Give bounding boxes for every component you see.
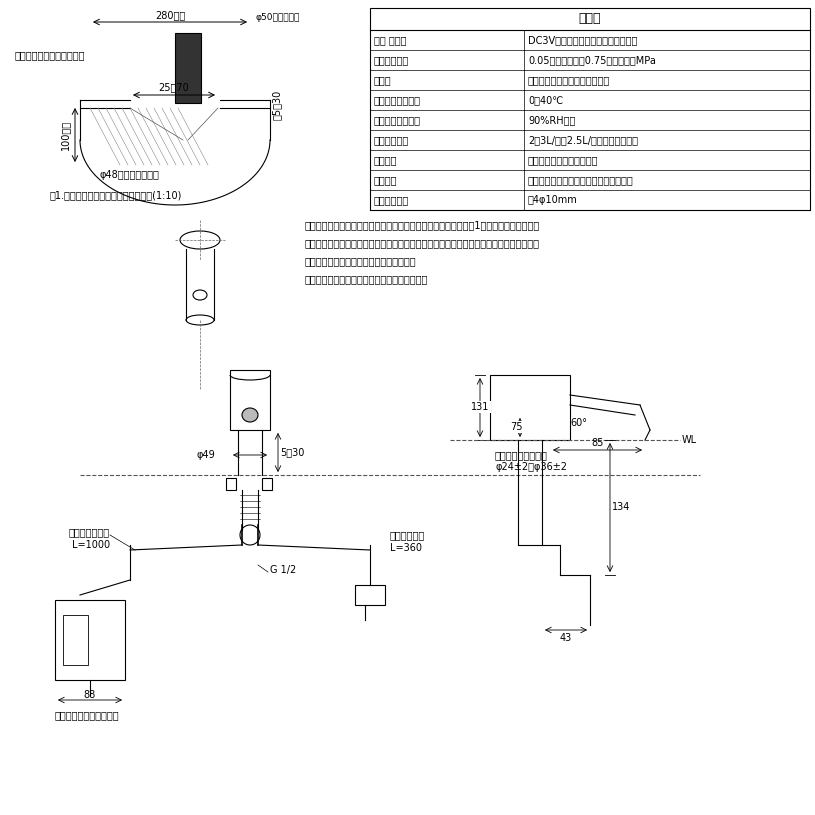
Text: ・他社洗面器に取付けの際、必要なスペースの詳細については図1を参照してください。: ・他社洗面器に取付けの際、必要なスペースの詳細については図1を参照してください。 [305, 220, 540, 230]
Text: 仕　様: 仕 様 [579, 12, 601, 25]
Text: 水道水および飲用可能な井戸水: 水道水および飲用可能な井戸水 [528, 75, 610, 85]
Bar [355, 585, 385, 605]
Bar [370, 8, 810, 210]
Text: 感知方式: 感知方式 [374, 155, 398, 165]
Text: φ48以上の円筒空間: φ48以上の円筒空間 [100, 170, 160, 180]
Text: センサーコード: センサーコード [69, 527, 110, 537]
Ellipse shape [242, 408, 258, 422]
Text: カウンター取付穴径: カウンター取付穴径 [495, 450, 548, 460]
Text: ・インバータ照明により誤作動する場合あり。: ・インバータ照明により誤作動する場合あり。 [305, 274, 429, 284]
Text: 電池ボックス（別売り）: 電池ボックス（別売り） [55, 710, 120, 720]
Text: φ50以上の平面: φ50以上の平面 [255, 14, 299, 23]
Text: 0.05（流動時）～0.75（静止時）MPa: 0.05（流動時）～0.75（静止時）MPa [528, 55, 656, 65]
Text: 細4φ10mm: 細4φ10mm [528, 195, 578, 205]
Text: 0～40℃: 0～40℃ [528, 95, 563, 105]
Text: 使用圧力範囲: 使用圧力範囲 [374, 55, 409, 65]
Text: DC3V（アルカリ乾電池単４形２本）: DC3V（アルカリ乾電池単４形２本） [528, 35, 637, 45]
Text: 奥5～30: 奥5～30 [272, 90, 282, 120]
Bar [230, 370, 270, 430]
Text: 60°: 60° [570, 418, 587, 428]
Text: 280以上: 280以上 [155, 10, 185, 20]
Text: 自動設定（感知距離自動調整機能内蔵）: 自動設定（感知距離自動調整機能内蔵） [528, 175, 634, 185]
Text: この範囲に障害物なきこと: この範囲に障害物なきこと [15, 50, 86, 60]
Text: φ49: φ49 [196, 450, 215, 460]
Ellipse shape [180, 231, 220, 249]
Text: 使用環境温度範囲: 使用環境温度範囲 [374, 95, 421, 105]
Text: 感知エリア幅: 感知エリア幅 [374, 195, 409, 205]
Text: ・破損する恐れがありますので、凍結する可能性のある場所では使用しないでください。: ・破損する恐れがありますので、凍結する可能性のある場所では使用しないでください。 [305, 238, 540, 248]
Circle shape [240, 525, 260, 545]
Text: 85: 85 [592, 438, 604, 448]
Text: 25～70: 25～70 [159, 82, 189, 92]
Bar [262, 478, 272, 490]
Text: 131: 131 [471, 402, 489, 412]
Bar [55, 600, 125, 680]
Text: 100以上: 100以上 [60, 120, 70, 150]
Text: 感知距離: 感知距離 [374, 175, 398, 185]
Text: 134: 134 [612, 502, 630, 512]
Text: フレキホース: フレキホース [390, 530, 425, 540]
Text: 電源 乾電池: 電源 乾電池 [374, 35, 407, 45]
Text: 距離測定式赤外線センサー: 距離測定式赤外線センサー [528, 155, 598, 165]
Bar [63, 615, 88, 665]
Text: 90%RH以下: 90%RH以下 [528, 115, 575, 125]
Text: ・直射日光が当たる場所への設置は不可。: ・直射日光が当たる場所への設置は不可。 [305, 256, 416, 266]
Text: 43: 43 [560, 633, 572, 643]
Text: 75: 75 [509, 422, 522, 432]
Text: L=360: L=360 [390, 543, 422, 553]
Text: 使用水: 使用水 [374, 75, 392, 85]
Bar [175, 33, 201, 103]
Text: 使用環境湿度範囲: 使用環境湿度範囲 [374, 115, 421, 125]
Bar [226, 478, 236, 490]
Ellipse shape [186, 315, 214, 325]
Text: 5～30: 5～30 [280, 447, 304, 457]
Text: WL: WL [682, 435, 697, 445]
Bar [490, 375, 570, 440]
Text: G 1/2: G 1/2 [270, 565, 296, 575]
Text: φ24±2～φ36±2: φ24±2～φ36±2 [495, 462, 567, 472]
Text: L=1000: L=1000 [72, 540, 110, 550]
Text: 2～3L/分（2.5L/分定流量弁内蔵）: 2～3L/分（2.5L/分定流量弁内蔵） [528, 135, 638, 145]
Text: 88: 88 [84, 690, 96, 700]
Text: 適正流量範囲: 適正流量範囲 [374, 135, 409, 145]
Text: 図1.他社洗面器取付必要スペース寸法(1:10): 図1.他社洗面器取付必要スペース寸法(1:10) [50, 190, 183, 200]
Ellipse shape [193, 290, 207, 300]
